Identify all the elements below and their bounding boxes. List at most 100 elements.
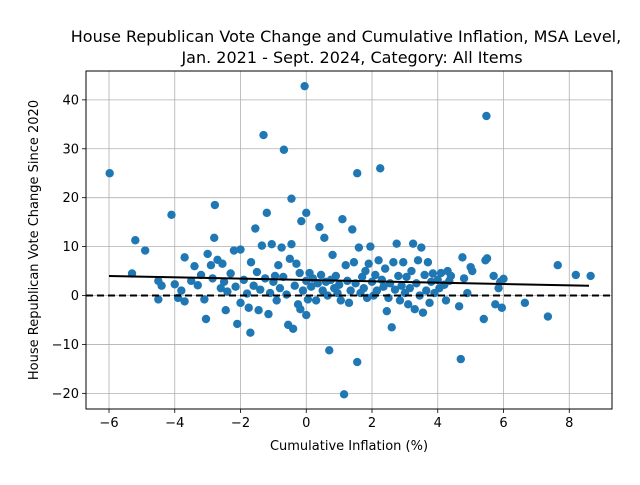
data-point (254, 305, 263, 315)
plot-frame (85, 70, 613, 410)
data-point (303, 295, 313, 304)
data-point (180, 297, 189, 306)
data-point (353, 357, 362, 367)
data-point (190, 261, 199, 271)
data-point (267, 239, 276, 249)
data-point (334, 280, 344, 289)
data-point (403, 300, 413, 309)
data-point (339, 390, 349, 399)
data-point (229, 246, 239, 255)
data-point (285, 254, 295, 264)
data-point (341, 260, 350, 270)
data-point (216, 283, 225, 293)
y-tick-label: −20 (52, 387, 79, 402)
data-point (422, 286, 431, 295)
data-points (105, 81, 595, 399)
data-point (372, 286, 382, 295)
data-point (397, 281, 406, 290)
data-point (349, 258, 359, 267)
data-point (412, 279, 421, 288)
data-point (252, 267, 262, 277)
data-point (418, 308, 428, 317)
data-point (302, 208, 311, 218)
data-point (454, 302, 464, 311)
data-point (180, 253, 189, 262)
data-point (458, 253, 467, 262)
data-point (436, 268, 446, 278)
data-point (389, 258, 398, 267)
data-point (315, 222, 324, 232)
data-point (249, 281, 258, 290)
data-point (272, 296, 281, 305)
data-point (379, 282, 388, 291)
data-point (374, 256, 383, 265)
data-point (296, 305, 305, 314)
data-point (231, 282, 240, 291)
x-tick-label: −4 (165, 416, 184, 431)
data-point (210, 233, 219, 242)
data-point (446, 271, 456, 281)
data-point (236, 245, 245, 254)
data-point (499, 274, 508, 284)
data-point (491, 300, 500, 309)
data-point (290, 281, 299, 290)
data-point (425, 298, 434, 308)
data-point (497, 303, 507, 312)
data-point (479, 314, 488, 324)
chart-title-line-1: House Republican Vote Change and Cumulat… (71, 27, 621, 46)
x-tick-label: 8 (565, 416, 573, 431)
data-point (413, 256, 423, 265)
regression-line (108, 274, 590, 287)
y-tick-label: 30 (62, 142, 79, 157)
data-point (270, 271, 280, 281)
x-tick-label: 6 (499, 416, 507, 431)
data-point (262, 208, 272, 218)
data-point (459, 274, 469, 283)
data-point (167, 210, 176, 220)
data-point (348, 225, 357, 234)
y-axis-label: House Republican Vote Change Since 2020 (27, 100, 42, 380)
data-point (210, 200, 220, 210)
data-point (316, 270, 326, 280)
data-point (468, 266, 477, 276)
data-point (395, 296, 405, 305)
data-point (201, 314, 211, 324)
data-point (553, 260, 562, 270)
data-point (203, 249, 212, 259)
data-point (200, 295, 209, 304)
data-point (353, 169, 362, 178)
data-point (354, 243, 364, 252)
data-point (371, 270, 380, 280)
x-tick-label: −2 (231, 416, 250, 431)
data-point (520, 298, 530, 308)
data-point (218, 259, 227, 268)
data-point (277, 243, 286, 252)
data-point (392, 239, 401, 248)
y-tick-label: −10 (52, 338, 79, 353)
x-tick-label: 0 (302, 416, 310, 431)
data-point (154, 276, 163, 286)
data-point (154, 295, 163, 304)
data-point (219, 277, 229, 287)
data-point (193, 281, 202, 290)
data-point (346, 286, 355, 295)
data-point (482, 254, 492, 263)
data-point (257, 241, 267, 250)
data-point (233, 319, 242, 329)
data-point (275, 283, 285, 293)
y-tick-label: 10 (62, 240, 79, 255)
overlay-lines (86, 274, 612, 297)
y-tick-label: 0 (71, 289, 79, 304)
data-point (256, 285, 265, 294)
data-point (423, 258, 433, 267)
data-point (380, 264, 390, 273)
chart-title-line-2: Jan. 2021 - Sept. 2024, Category: All It… (180, 48, 522, 67)
data-point (221, 305, 230, 315)
data-point (336, 296, 345, 305)
data-point (402, 272, 411, 282)
data-point (251, 224, 260, 233)
data-point (543, 312, 553, 321)
